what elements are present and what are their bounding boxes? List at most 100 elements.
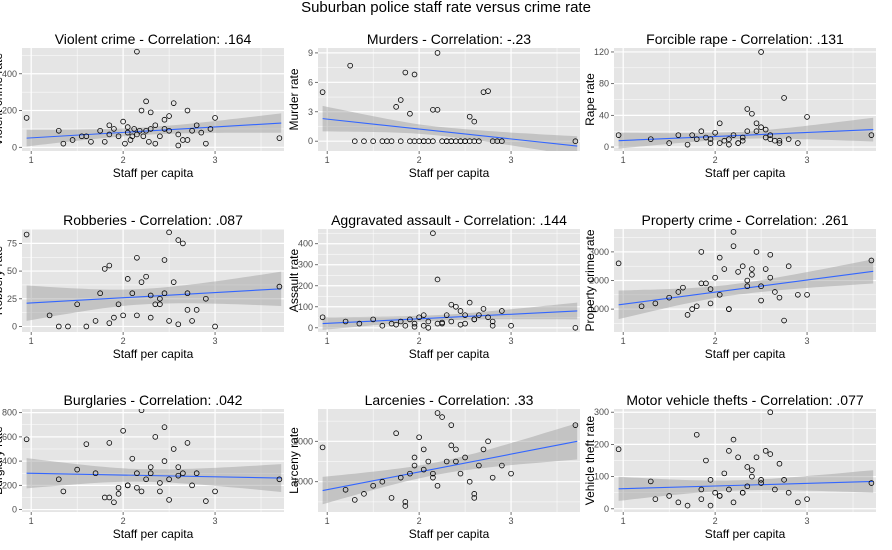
data-point [698,486,705,493]
data-point [767,132,774,138]
data-point [138,409,145,414]
y-tick-label: 120 [594,47,609,57]
data-point [572,422,579,428]
data-point [166,229,172,236]
y-tick-label: 2000 [293,436,313,446]
data-point [147,314,154,321]
data-point [508,322,514,329]
data-point [411,323,418,330]
panel-data-layer [319,50,579,151]
data-point [762,448,769,454]
data-point [152,434,159,440]
data-point [393,104,399,110]
data-point [397,318,404,325]
y-tick-label: 9 [308,48,313,58]
y-tick-label: 0 [12,142,17,152]
data-point [379,322,386,329]
data-point [134,48,140,55]
data-point [439,414,445,420]
data-point [471,118,478,125]
data-point [115,491,122,497]
data-point [749,473,755,480]
x-tick-label: 1 [621,336,626,346]
data-point [762,126,769,133]
data-point [379,478,386,485]
data-point [425,318,432,325]
data-point [131,126,137,132]
data-point [443,312,450,318]
y-tick-label: 3000 [589,247,609,257]
panel-title: Robberies - Correlation: .087 [63,212,243,228]
data-point [166,476,172,483]
data-point [425,324,432,331]
data-point [739,134,746,141]
data-point [638,303,645,310]
data-point [134,312,140,319]
x-axis-label: Staff per capita [705,347,786,361]
data-point [508,470,514,477]
data-point [393,430,399,437]
data-point [175,131,182,138]
data-point [730,132,737,138]
y-tick-label: 25 [7,294,17,304]
panel-data-layer [615,409,875,509]
data-point [707,477,714,483]
y-axis-label: Larceny rate [287,427,301,494]
data-point [157,133,163,140]
data-point [351,497,358,503]
y-tick-label: 0 [604,142,609,152]
x-tick-label: 2 [121,516,126,526]
data-point [184,290,191,297]
data-point [762,134,769,141]
data-point [97,127,103,134]
data-point [407,316,413,323]
data-point [726,136,732,142]
data-point [122,140,128,147]
fit-line [322,440,578,492]
data-point [184,107,191,114]
data-point [448,422,455,428]
data-point [781,317,787,324]
data-point [143,127,149,134]
confidence-band [322,423,578,505]
data-point [680,284,686,291]
data-point [739,489,746,496]
x-tick-label: 1 [325,336,330,346]
data-point [342,318,349,325]
y-tick-label: 400 [298,239,313,249]
panel-data-layer [23,48,283,149]
data-point [716,254,723,261]
data-point [439,319,445,326]
data-point [420,138,427,144]
data-point [134,470,140,477]
data-point [170,100,177,106]
data-point [342,486,349,493]
x-tick-label: 1 [29,336,34,346]
data-point [88,139,94,145]
data-point [744,483,751,490]
data-point [92,318,99,324]
y-tick-label: 300 [594,407,609,417]
panel-data-layer [615,49,875,149]
data-point [175,142,182,149]
data-point [60,488,67,495]
data-point [758,124,764,131]
data-point [430,107,436,113]
data-point [721,266,728,272]
data-point [55,476,62,483]
panel-7: 1 2 3 0 200 400 600 800 Burglaries - Correlation… [0,392,284,541]
y-tick-label: 0 [12,505,17,515]
panel-data-layer [319,230,579,331]
data-point [189,127,195,134]
data-point [453,303,459,310]
data-point [74,301,80,308]
data-point [356,320,363,327]
data-point [361,138,367,144]
data-point [749,271,755,278]
data-point [795,292,801,298]
x-tick-label: 2 [713,336,718,346]
data-point [781,95,787,101]
data-point [319,314,326,321]
panel-2: 1 2 3 0 3 6 9 Murders - Correlation: -.23 Staff … [287,31,580,180]
data-point [758,49,764,55]
